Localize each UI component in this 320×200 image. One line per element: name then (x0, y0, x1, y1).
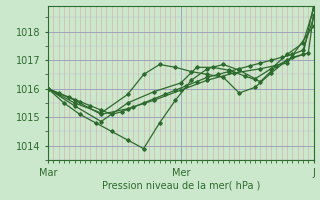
X-axis label: Pression niveau de la mer( hPa ): Pression niveau de la mer( hPa ) (102, 180, 260, 190)
